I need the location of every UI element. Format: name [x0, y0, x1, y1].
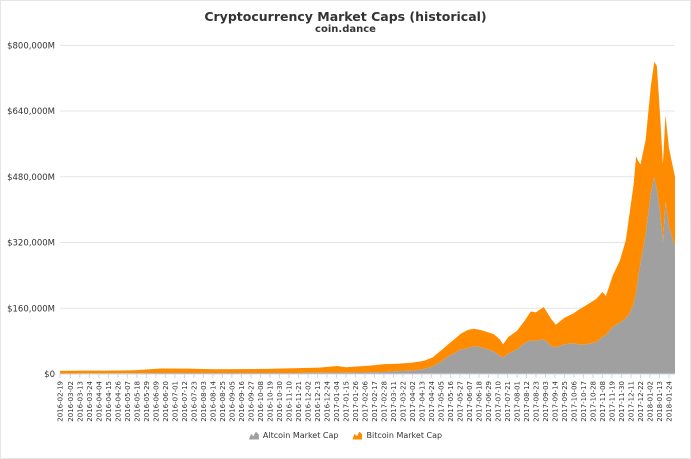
- legend-item-altcoin[interactable]: Altcoin Market Cap: [248, 431, 339, 440]
- x-tick-label: 2017-05-05: [437, 381, 445, 422]
- x-tick-label: 2017-08-12: [523, 381, 531, 422]
- x-tick-label: 2017-06-18: [475, 381, 483, 422]
- x-tick-label: 2016-11-21: [295, 381, 303, 422]
- x-tick-label: 2016-08-03: [200, 381, 208, 422]
- x-tick-label: 2017-04-13: [418, 381, 426, 422]
- x-tick-label: 2016-12-13: [314, 381, 322, 422]
- x-tick-label: 2017-09-03: [542, 381, 550, 422]
- x-tick-label: 2017-01-15: [342, 381, 350, 422]
- x-tick-label: 2017-08-23: [532, 381, 540, 422]
- x-tick-label: 2016-04-15: [105, 381, 113, 422]
- x-tick-label: 2017-01-26: [352, 380, 360, 421]
- x-tick-label: 2017-03-11: [390, 381, 398, 422]
- x-tick-label: 2016-04-26: [114, 380, 122, 421]
- y-tick-label: $480,000M: [7, 173, 55, 183]
- x-tick-label: 2016-08-14: [209, 380, 217, 421]
- x-tick-label: 2016-09-16: [238, 380, 246, 421]
- x-tick-label: 2017-06-07: [466, 381, 474, 422]
- chart-subtitle: coin.dance: [315, 24, 376, 35]
- x-tick-label: 2016-07-12: [181, 381, 189, 422]
- x-tick-label: 2017-11-19: [608, 381, 616, 422]
- x-tick-label: 2017-09-14: [551, 380, 559, 421]
- gridlines: [60, 44, 675, 309]
- x-tick-label: 2017-06-29: [485, 381, 493, 422]
- x-tick-label: 2016-03-13: [76, 381, 84, 422]
- x-tick-label: 2017-11-30: [618, 381, 626, 422]
- x-tick-label: 2016-06-09: [152, 381, 160, 422]
- x-tick-label: 2017-05-16: [447, 380, 455, 421]
- x-tick-label: 2017-04-02: [409, 381, 417, 422]
- legend-swatch: [352, 431, 363, 440]
- y-tick-label: $640,000M: [7, 107, 55, 117]
- x-tick-label: 2016-10-30: [276, 381, 284, 422]
- x-tick-label: 2017-07-21: [504, 381, 512, 422]
- x-tick-label: 2016-04-04: [95, 380, 103, 421]
- chart-title: Cryptocurrency Market Caps (historical): [204, 9, 487, 24]
- x-tick-label: 2017-09-25: [561, 381, 569, 422]
- x-tick-label: 2016-10-19: [266, 381, 274, 422]
- x-tick-label: 2017-02-06: [361, 380, 369, 421]
- legend-item-bitcoin[interactable]: Bitcoin Market Cap: [352, 431, 442, 440]
- x-tick-label: 2017-10-28: [589, 381, 597, 422]
- x-tick-label: 2016-05-18: [133, 381, 141, 422]
- x-tick-label: 2017-04-24: [428, 380, 436, 421]
- x-tick-label: 2016-09-05: [228, 381, 236, 422]
- x-tick-label: 2018-01-13: [656, 381, 664, 422]
- y-tick-label: $0: [44, 370, 55, 380]
- x-axis: 2016-02-19 2016-03-02 2016-03-13 2016-03-24…: [57, 373, 675, 422]
- series-bitcoin-area: [60, 61, 675, 374]
- x-tick-label: 2017-11-08: [599, 381, 607, 422]
- x-tick-label: 2017-02-17: [371, 381, 379, 422]
- y-tick-label: $160,000M: [7, 304, 55, 314]
- legend: Altcoin Market Cap Bitcoin Market Cap: [0, 431, 691, 440]
- x-tick-label: 2016-06-20: [162, 381, 170, 422]
- x-tick-label: 2016-03-02: [67, 381, 75, 422]
- x-tick-label: 2017-05-27: [456, 381, 464, 422]
- legend-label: Bitcoin Market Cap: [366, 431, 443, 440]
- x-tick-label: 2017-10-06: [570, 380, 578, 421]
- x-tick-label: 2017-07-10: [494, 381, 502, 422]
- x-tick-label: 2016-12-24: [323, 380, 331, 421]
- x-tick-label: 2016-12-02: [304, 381, 312, 422]
- x-tick-label: 2017-02-28: [380, 381, 388, 422]
- x-tick-label: 2017-12-22: [637, 381, 645, 422]
- y-tick-label: $800,000M: [7, 41, 55, 51]
- x-tick-label: 2017-10-17: [580, 381, 588, 422]
- legend-label: Altcoin Market Cap: [262, 431, 339, 440]
- x-tick-label: 2016-08-25: [219, 381, 227, 422]
- y-axis: $0 $160,000M $320,000M $480,000M $640,000M $8…: [7, 41, 55, 380]
- x-tick-label: 2016-09-27: [247, 381, 255, 422]
- series-altcoin-area: [60, 176, 675, 374]
- x-tick-label: 2016-05-07: [124, 381, 132, 422]
- x-tick-label: 2016-11-10: [285, 381, 293, 422]
- area-series: [60, 61, 675, 374]
- x-tick-label: 2018-01-02: [646, 381, 654, 422]
- x-tick-label: 2017-12-11: [627, 381, 635, 422]
- x-tick-label: 2017-08-01: [513, 381, 521, 422]
- legend-swatch: [248, 431, 259, 440]
- x-tick-label: 2016-10-08: [257, 381, 265, 422]
- y-tick-label: $320,000M: [7, 239, 55, 249]
- x-tick-label: 2016-02-19: [57, 381, 65, 422]
- x-tick-label: 2018-01-24: [665, 380, 673, 421]
- x-tick-label: 2016-03-24: [86, 380, 94, 421]
- x-tick-label: 2016-07-01: [171, 381, 179, 422]
- x-tick-label: 2016-07-23: [190, 381, 198, 422]
- x-tick-label: 2016-05-29: [143, 381, 151, 422]
- x-tick-label: 2017-03-22: [399, 381, 407, 422]
- x-tick-label: 2017-01-04: [333, 380, 341, 421]
